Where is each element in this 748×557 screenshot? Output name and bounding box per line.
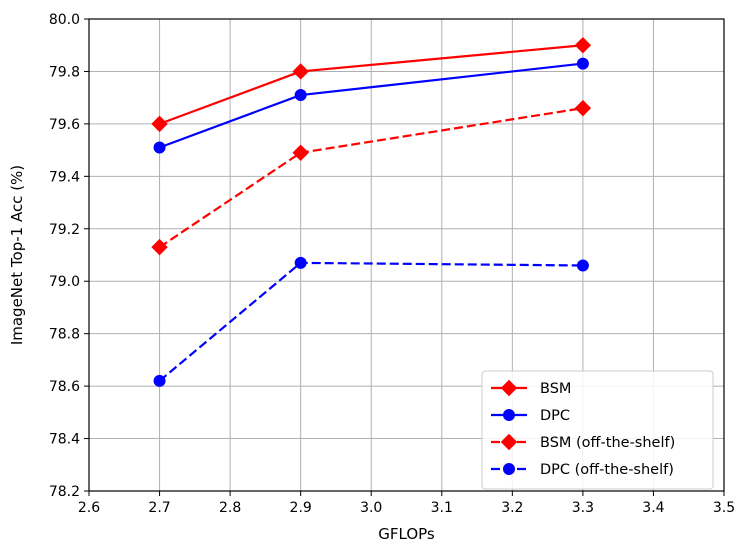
legend-circle-marker bbox=[503, 409, 515, 421]
x-tick-label: 3.5 bbox=[713, 500, 735, 516]
x-tick-label: 2.7 bbox=[148, 500, 170, 516]
y-tick-label: 79.0 bbox=[49, 274, 80, 290]
legend-item: BSM (off-the-shelf) bbox=[491, 433, 675, 451]
x-tick-label: 3.2 bbox=[501, 500, 523, 516]
circle-marker bbox=[576, 259, 589, 272]
x-tick-label: 3.0 bbox=[360, 500, 382, 516]
y-tick-label: 78.4 bbox=[49, 432, 80, 448]
y-axis-label: ImageNet Top-1 Acc (%) bbox=[8, 165, 26, 345]
legend-item: BSM bbox=[491, 379, 571, 397]
y-tick-label: 78.8 bbox=[49, 327, 80, 343]
legend-diamond-marker bbox=[500, 379, 518, 397]
circle-marker bbox=[294, 256, 307, 269]
legend-label: BSM (off-the-shelf) bbox=[540, 435, 675, 451]
legend-label: BSM bbox=[540, 381, 571, 397]
circle-marker bbox=[294, 89, 307, 102]
circle-marker bbox=[153, 141, 166, 154]
series-3 bbox=[153, 256, 589, 387]
legend-item: DPC bbox=[491, 408, 570, 424]
circle-marker bbox=[576, 57, 589, 70]
x-tick-label: 3.3 bbox=[572, 500, 594, 516]
x-axis-label: GFLOPs bbox=[378, 525, 435, 543]
series-0 bbox=[151, 37, 592, 133]
series-1 bbox=[153, 57, 589, 154]
y-tick-label: 79.2 bbox=[49, 222, 80, 238]
legend-label: DPC (off-the-shelf) bbox=[540, 462, 674, 478]
y-tick-label: 80.0 bbox=[49, 12, 80, 28]
x-tick-label: 2.8 bbox=[219, 500, 241, 516]
diamond-marker bbox=[292, 63, 309, 80]
y-tick-label: 78.2 bbox=[49, 484, 80, 500]
series-2 bbox=[151, 99, 592, 256]
x-tick-label: 3.4 bbox=[642, 500, 664, 516]
legend-item: DPC (off-the-shelf) bbox=[491, 462, 674, 478]
y-tick-label: 78.6 bbox=[49, 379, 80, 395]
legend-box bbox=[481, 370, 714, 490]
legend-label: DPC bbox=[540, 408, 570, 424]
x-tick-label: 3.1 bbox=[431, 500, 453, 516]
legend-circle-marker bbox=[503, 463, 515, 475]
y-tick-label: 79.8 bbox=[49, 64, 80, 80]
diamond-marker bbox=[151, 238, 168, 256]
legend-diamond-marker bbox=[500, 433, 518, 451]
diamond-marker bbox=[574, 37, 592, 54]
x-tick-label: 2.9 bbox=[290, 500, 312, 516]
diamond-marker bbox=[574, 99, 592, 117]
legend: BSM DPC BSM (off-the-shelf) DPC (off-the-sh… bbox=[481, 370, 714, 490]
circle-marker bbox=[153, 374, 166, 387]
y-tick-label: 79.4 bbox=[49, 169, 80, 185]
x-tick-label: 2.6 bbox=[78, 500, 100, 516]
series-layer bbox=[151, 37, 592, 387]
y-tick-label: 79.6 bbox=[49, 117, 80, 133]
ticks: 2.6 2.7 2.8 2.9 3.0 3.1 3.2 3.3 3.4 3.5 78.2 78.4 78… bbox=[49, 12, 735, 516]
diamond-marker bbox=[292, 144, 309, 161]
diamond-marker bbox=[151, 115, 168, 133]
plot-frame bbox=[88, 18, 725, 492]
